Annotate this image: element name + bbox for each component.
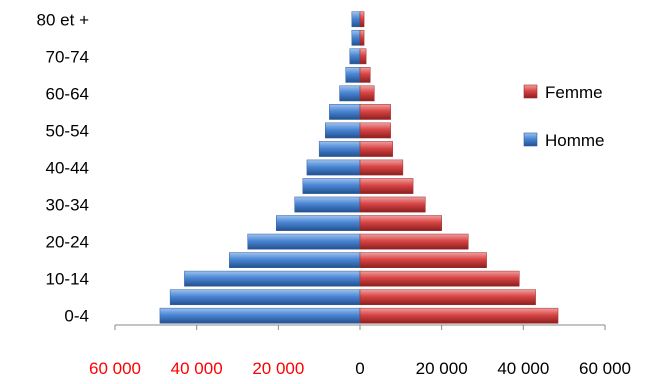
bar-homme-70-74 bbox=[350, 49, 360, 64]
bar-femme-45-49 bbox=[360, 141, 393, 156]
x-tick-label: 60 000 bbox=[89, 359, 141, 378]
bar-homme-60-64 bbox=[340, 86, 360, 101]
bar-femme-20-24 bbox=[360, 234, 468, 249]
bar-femme-30-34 bbox=[360, 197, 425, 212]
bar-femme-40-44 bbox=[360, 160, 403, 175]
legend-label-femme: Femme bbox=[545, 83, 603, 102]
bar-homme-30-34 bbox=[295, 197, 360, 212]
bar-homme-5-9 bbox=[170, 290, 360, 305]
x-tick-label: 20 000 bbox=[252, 359, 304, 378]
bar-femme-35-39 bbox=[360, 178, 413, 193]
bar-homme-15-19 bbox=[229, 253, 360, 268]
bar-homme-55-59 bbox=[329, 104, 360, 119]
bar-femme-15-19 bbox=[360, 253, 487, 268]
bar-femme-0-4 bbox=[360, 308, 558, 323]
y-category-label: 80 et + bbox=[37, 10, 90, 29]
x-tick-label: 60 000 bbox=[579, 359, 631, 378]
x-tick-labels: 60 000 40 000 20 000 0 20 000 40 000 60 000 bbox=[89, 359, 631, 378]
bar-homme-35-39 bbox=[303, 178, 360, 193]
y-category-label: 20-24 bbox=[46, 233, 89, 252]
bars-group bbox=[160, 12, 558, 324]
y-category-label: 30-34 bbox=[46, 196, 89, 215]
axes-group bbox=[115, 325, 605, 330]
bar-homme-40-44 bbox=[307, 160, 360, 175]
bar-femme-5-9 bbox=[360, 290, 536, 305]
y-category-label: 50-54 bbox=[46, 121, 89, 140]
bar-homme-0-4 bbox=[160, 308, 360, 323]
bar-homme-10-14 bbox=[184, 271, 360, 286]
bar-femme-60-64 bbox=[360, 86, 374, 101]
legend: Femme Homme bbox=[524, 83, 605, 150]
y-category-label: 60-64 bbox=[46, 84, 89, 103]
bar-femme-80 et + bbox=[360, 12, 364, 27]
bar-homme-80 et + bbox=[352, 12, 360, 27]
x-tick-label: 40 000 bbox=[497, 359, 549, 378]
y-category-label: 0-4 bbox=[64, 307, 89, 326]
y-category-label: 40-44 bbox=[46, 159, 89, 178]
bar-homme-50-54 bbox=[325, 123, 360, 138]
bar-femme-50-54 bbox=[360, 123, 391, 138]
legend-swatch-homme bbox=[524, 133, 537, 146]
bar-femme-75-79 bbox=[360, 30, 364, 45]
bar-homme-75-79 bbox=[352, 30, 360, 45]
category-labels: 0-4 10-14 20-24 30-34 40-44 50-54 60-64 70-74 80… bbox=[37, 10, 90, 325]
bar-femme-65-69 bbox=[360, 67, 370, 82]
y-category-label: 10-14 bbox=[46, 270, 89, 289]
bar-femme-55-59 bbox=[360, 104, 391, 119]
bar-femme-25-29 bbox=[360, 215, 442, 230]
x-tick-label: 20 000 bbox=[416, 359, 468, 378]
x-tick-label: 40 000 bbox=[171, 359, 223, 378]
bar-homme-25-29 bbox=[276, 215, 360, 230]
bar-homme-20-24 bbox=[248, 234, 360, 249]
bar-homme-45-49 bbox=[319, 141, 360, 156]
legend-swatch-femme bbox=[524, 85, 537, 98]
bar-femme-10-14 bbox=[360, 271, 519, 286]
bar-femme-70-74 bbox=[360, 49, 366, 64]
x-tick-label: 0 bbox=[355, 359, 364, 378]
y-category-label: 70-74 bbox=[46, 47, 89, 66]
legend-label-homme: Homme bbox=[545, 131, 605, 150]
bar-homme-65-69 bbox=[346, 67, 360, 82]
